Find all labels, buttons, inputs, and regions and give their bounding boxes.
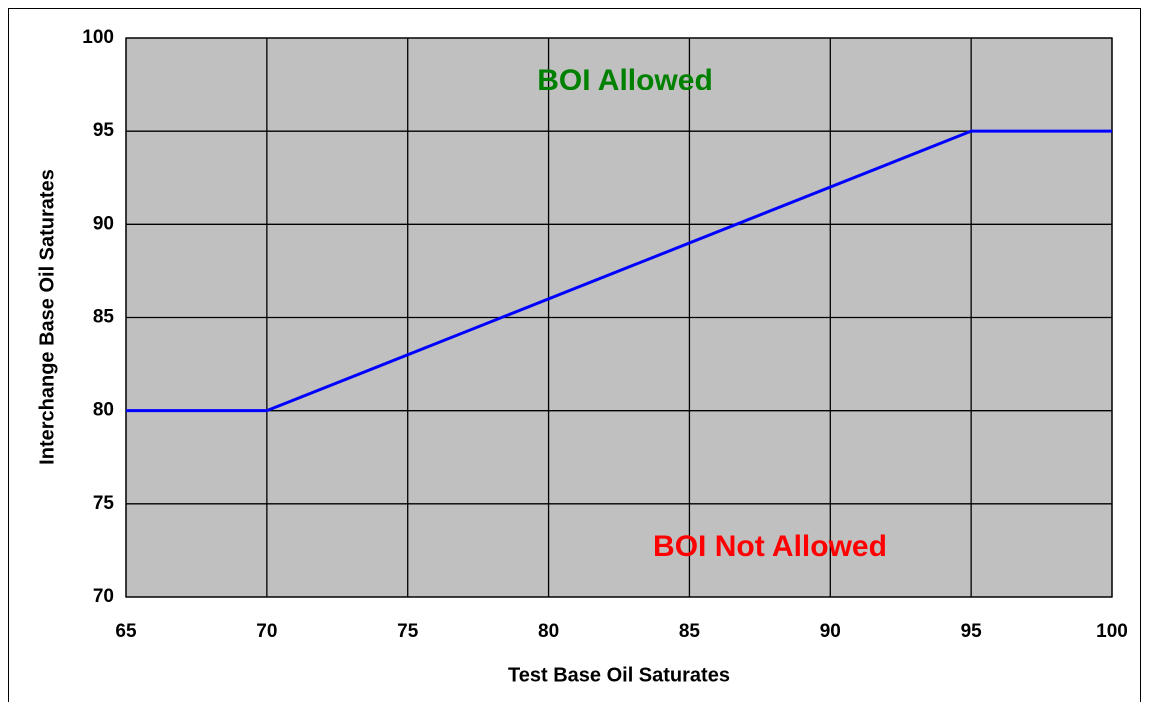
annotation: BOI Allowed [537,64,713,97]
annotation-group: BOI Not Allowed [653,530,887,563]
y-tick-label: 80 [93,400,114,421]
line [126,129,1112,413]
y-tick-label: 100 [82,27,114,48]
plot-border [125,37,1113,598]
x-axis-title: Test Base Oil Saturates [508,664,730,686]
x-tick-label: 80 [538,621,559,642]
x-tick-label: 75 [397,621,419,642]
x-tick-label: 70 [256,621,277,642]
x-tick-label: 95 [961,621,983,642]
x-tick-label: 100 [1096,621,1128,642]
x-tick-label: 65 [115,621,137,642]
y-tick-label: 95 [93,120,115,141]
y-axis-title: Interchange Base Oil Saturates [36,169,58,465]
x-tick-label: 85 [679,621,701,642]
y-tick-label: 70 [93,586,114,607]
annotation-group: BOI Allowed [537,64,713,97]
x-tick-label: 90 [820,621,841,642]
y-tick-label: 75 [93,493,115,514]
frame [8,8,1141,702]
y-tick-label: 85 [93,307,115,328]
annotation: BOI Not Allowed [653,530,887,563]
y-tick-label: 90 [93,213,114,234]
